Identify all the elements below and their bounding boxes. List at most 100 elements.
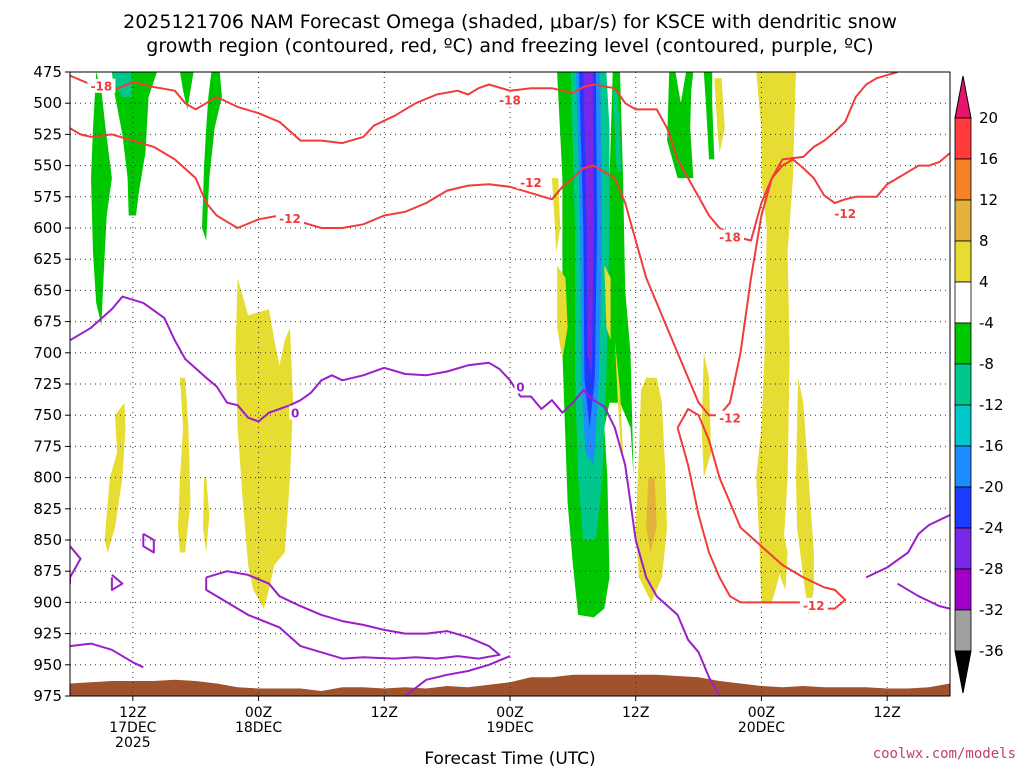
colorbar-swatch-11 [954,527,972,570]
colorbar-swatch-5 [954,281,972,324]
omega-region-14 [177,377,191,553]
y-tick-label-13: 800 [33,469,62,487]
y-tick-label-2: 525 [33,125,62,143]
x-tick-label-3-1: 19DEC [486,720,533,736]
chart-title-line-2: growth region (contoured, red, ºC) and f… [146,35,873,57]
y-tick-label-18: 925 [33,625,62,643]
freezing-label-bg-0 [289,405,302,420]
gridlines [70,72,950,696]
colorbar-label-6: -8 [979,355,994,373]
omega-region-20 [756,72,796,603]
x-tick-label-1-1: 18DEC [235,720,282,736]
colorbar-swatch-2 [954,158,972,201]
colorbar-label-2: 12 [979,191,998,209]
omega-region-7 [612,90,621,172]
colorbar-label-1: 16 [979,150,998,168]
terrain-layer [70,674,950,696]
colorbar-swatch-4 [954,240,972,283]
freezing-level-contours [70,295,950,696]
colorbar-label-5: -4 [979,314,994,332]
dendritic-label-7: -12 [834,207,856,221]
omega-region-1 [111,72,132,97]
freezing-contour-4 [205,570,501,660]
dendritic-label-bg-7 [831,206,860,221]
colorbar-label-8: -16 [979,437,1004,455]
y-tick-label-16: 875 [33,562,62,580]
y-tick-label-9: 700 [33,344,62,362]
freezing-label-0: 0 [291,407,299,421]
dendritic-label-bg-5 [716,410,744,425]
colorbar-label-13: -36 [979,642,1004,660]
colorbar-label-10: -24 [979,519,1004,537]
colorbar-label-0: 20 [979,109,998,127]
colorbar-swatch-10 [954,486,972,529]
colorbar-label-11: -28 [979,560,1004,578]
dendritic-contour-2 [676,408,847,610]
freezing-contour-0 [70,295,721,696]
y-tick-label-1: 500 [33,94,62,112]
y-tick-label-15: 850 [33,531,62,549]
x-tick-label-5-1: 20DEC [738,720,785,736]
colorbar: 20 16 12 8 4 -4 -8 -12 -16 -20 -24 -28 -32 -36 [954,75,1004,694]
dendritic-contour-0 [70,72,898,242]
y-tick-label-12: 775 [33,437,62,455]
freezing-contour-3 [110,574,124,591]
freezing-contour-1 [70,545,82,584]
colorbar-label-12: -32 [979,601,1004,619]
colorbar-swatch-13 [954,609,972,652]
dendritic-contour-1 [70,127,950,417]
x-tick-label-0-1: 17DEC [109,720,156,736]
omega-region-15 [203,477,210,553]
colorbar-bottom-arrow [954,650,972,694]
omega-region-24 [780,527,788,590]
colorbar-top-arrow [954,75,972,119]
freezing-label-bg-1 [514,379,527,394]
omega-region-11 [557,265,568,359]
omega-region-19 [646,477,657,553]
y-tick-label-5: 600 [33,219,62,237]
y-tick-label-8: 675 [33,313,62,331]
freezing-label-1: 0 [516,380,524,394]
colorbar-swatch-1 [954,117,972,160]
chart-title-line-1: 2025121706 NAM Forecast Omega (shaded, μ… [123,11,897,33]
y-tick-label-0: 475 [33,63,62,81]
omega-region-6 [583,72,594,378]
x-tick-label-0-2: 2025 [115,735,151,751]
dendritic-label-bg-6 [799,597,828,612]
dendritic-label-bg-1 [496,92,524,107]
x-axis-title: Forecast Time (UTC) [424,749,595,768]
dendritic-label-bg-2 [716,229,744,244]
omega-region-17 [614,340,624,453]
x-tick-label-6-0: 12Z [873,705,900,721]
colorbar-swatch-9 [954,445,972,488]
x-tick-label-2-0: 12Z [371,705,398,721]
dendritic-label-5: -12 [719,412,741,426]
dendritic-label-4: -12 [520,176,542,190]
omega-region-0 [91,72,222,326]
omega-shading-layer [91,72,814,618]
dendritic-label-2: -18 [719,231,741,245]
y-tick-label-20: 975 [33,687,62,705]
dendritic-label-0: -18 [91,80,113,94]
omega-region-13 [235,277,294,609]
y-tick-label-19: 950 [33,656,62,674]
omega-region-23 [714,78,725,154]
x-tick-label-4-0: 12Z [622,705,649,721]
dendritic-label-1: -18 [499,93,521,107]
y-tick-label-6: 625 [33,250,62,268]
omega-region-21 [796,377,814,615]
terrain-fill [70,674,950,696]
colorbar-swatch-12 [954,568,972,611]
omega-region-12 [604,265,611,341]
dendritic-label-3: -12 [279,212,301,226]
omega-region-22 [701,352,712,478]
freezing-contour-8 [897,582,950,610]
x-tick-label-0-0: 12Z [119,705,146,721]
dendritic-contours [70,72,950,610]
y-tick-label-3: 550 [33,157,62,175]
colorbar-swatch-6 [954,322,972,365]
dendritic-label-bg-0 [87,78,116,93]
y-tick-label-7: 650 [33,281,62,299]
